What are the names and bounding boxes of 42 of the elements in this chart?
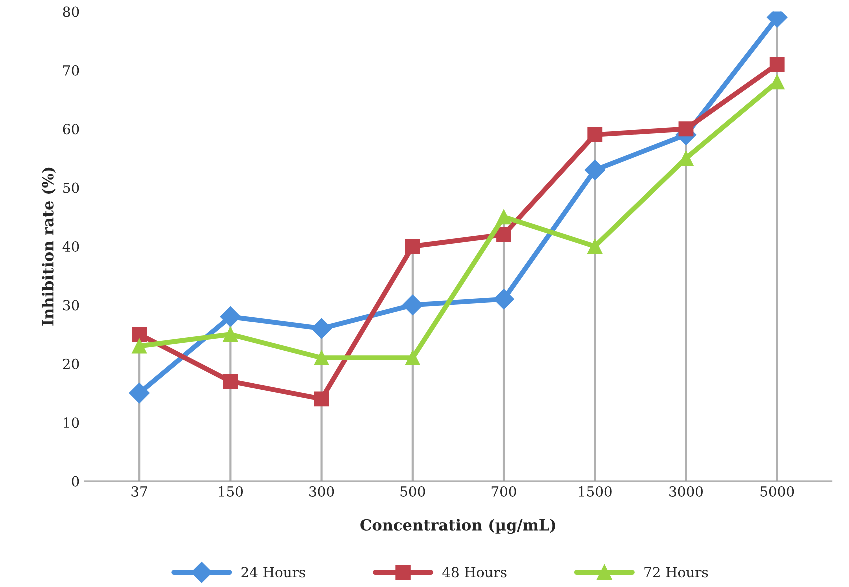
point (132, 327, 148, 342)
point (314, 350, 330, 366)
point (584, 160, 606, 181)
point (402, 294, 424, 316)
point (588, 128, 603, 142)
x-tick-label: 5000 (760, 486, 794, 497)
point (496, 210, 512, 225)
x-tick-label: 300 (310, 486, 334, 497)
point (496, 227, 512, 242)
point (220, 306, 242, 328)
point (314, 392, 330, 407)
point (494, 289, 514, 310)
x-tick-label: 500 (400, 486, 426, 497)
y-tick-label: 60 (63, 124, 80, 135)
y-tick-label: 30 (63, 300, 80, 311)
point (405, 350, 420, 366)
y-tick-label: 70 (64, 65, 80, 76)
point (223, 374, 238, 390)
point (311, 318, 332, 340)
y-tick-label: 0 (72, 476, 80, 487)
y-tick-label: 80 (63, 6, 80, 18)
point (129, 382, 150, 404)
x-tick-label: 3000 (670, 486, 703, 497)
point (132, 338, 148, 354)
x-tick-label: 37 (132, 486, 148, 497)
legend-label: 48 Hours (442, 567, 507, 578)
point (223, 327, 238, 342)
legend-label: 24 Hours (242, 567, 306, 578)
point (588, 239, 603, 254)
x-axis-title: Concentration (µg/mL) (360, 519, 556, 534)
y-axis-title: Inhibition rate (%) (42, 168, 56, 326)
point (405, 239, 420, 254)
x-tick-label: 700 (492, 486, 516, 497)
x-tick-label: 150 (219, 486, 244, 497)
x-tick-label: 1500 (579, 486, 612, 497)
y-tick-label: 50 (64, 182, 80, 194)
y-tick-label: 20 (63, 358, 80, 370)
y-tick-label: 40 (62, 242, 80, 252)
y-tick-label: 10 (64, 418, 80, 428)
point (678, 122, 694, 137)
legend-label: 72 Hours (644, 567, 708, 578)
point (770, 57, 785, 72)
